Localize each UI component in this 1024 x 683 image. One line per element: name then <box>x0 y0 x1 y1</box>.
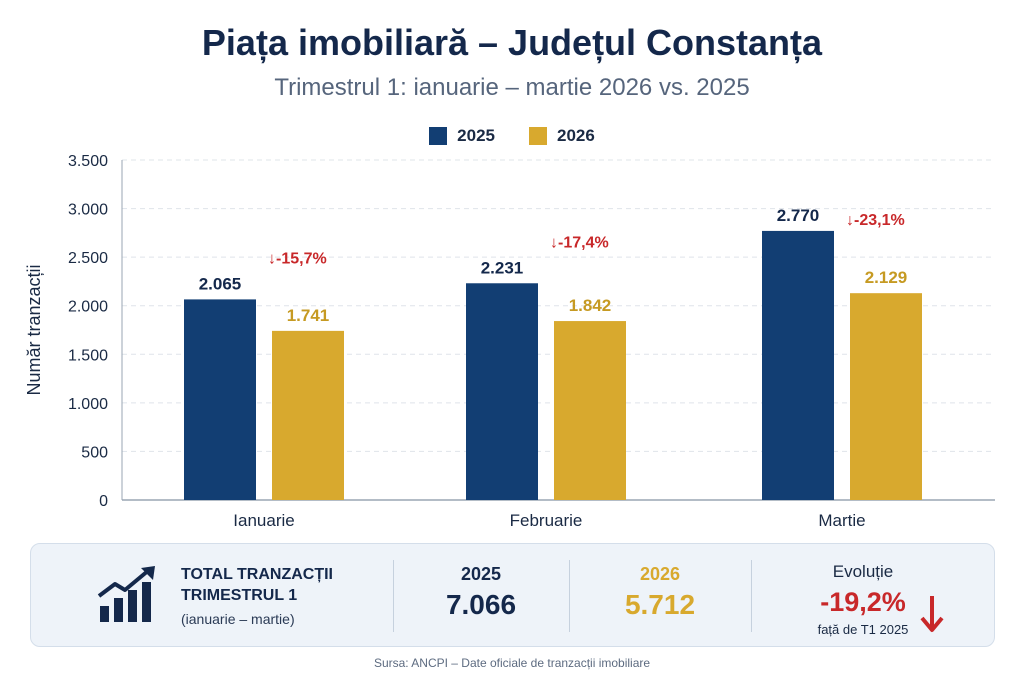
divider <box>393 560 394 632</box>
source-note: Sursa: ANCPI – Date oficiale de tranzacț… <box>373 656 651 670</box>
summary-year-2026: 2026 <box>639 564 681 584</box>
divider <box>751 560 752 632</box>
bar-2026-februarie <box>554 321 626 500</box>
evolution-value: -19,2% <box>820 587 906 617</box>
summary-total-2025: 2025 7.066 <box>393 544 569 621</box>
summary-panel: TOTAL TRANZACȚII TRIMESTRUL 1 (ianuarie … <box>30 543 995 647</box>
y-tick-label: 1.000 <box>68 396 108 413</box>
y-tick-label: 2.500 <box>68 250 108 267</box>
data-label: 1.842 <box>569 296 612 315</box>
evolution-note: față de T1 2025 <box>817 622 909 637</box>
bar-2026-ianuarie <box>272 330 344 500</box>
data-label: 2.129 <box>865 268 908 287</box>
data-label: 1.741 <box>287 306 330 325</box>
divider <box>569 560 570 632</box>
summary-title-line2: TRIMESTRUL 1 <box>181 587 298 604</box>
bar-2025-martie <box>762 230 834 500</box>
data-label: 2.770 <box>777 206 820 225</box>
data-label: 2.065 <box>199 274 242 293</box>
change-label: ↓-23,1% <box>846 212 905 229</box>
chart-title: Piața imobiliară – Județul Constanța <box>201 22 823 63</box>
arrow-down-icon <box>920 596 944 632</box>
summary-year-2025: 2025 <box>460 564 502 584</box>
summary-value-2026: 5.712 <box>624 589 696 620</box>
x-tick-label: Martie <box>818 511 865 530</box>
legend-label-2026: 2026 <box>557 126 595 145</box>
summary-title: TOTAL TRANZACȚII TRIMESTRUL 1 <box>181 564 333 606</box>
legend-item-2026: 2026 <box>529 126 595 146</box>
y-tick-label: 500 <box>81 444 108 461</box>
y-tick-label: 3.500 <box>68 153 108 170</box>
evolution-label: Evoluție <box>832 562 894 581</box>
bar-2026-martie <box>850 293 922 500</box>
y-axis-label: Număr tranzacții <box>24 264 44 395</box>
x-tick-label: Ianuarie <box>233 511 294 530</box>
change-label: ↓-17,4% <box>550 234 609 251</box>
y-tick-label: 2.000 <box>68 299 108 316</box>
summary-period: (ianuarie – martie) <box>181 611 295 627</box>
data-label: 2.231 <box>481 258 524 277</box>
legend-swatch-2026 <box>529 127 547 145</box>
summary-value-2025: 7.066 <box>445 589 517 620</box>
y-tick-label: 0 <box>99 493 108 510</box>
legend: 2025 2026 <box>0 126 1024 146</box>
legend-item-2025: 2025 <box>429 126 495 146</box>
legend-label-2025: 2025 <box>457 126 495 145</box>
bar-chart-growth-icon <box>97 566 155 622</box>
summary-total-2026: 2026 5.712 <box>569 544 751 621</box>
y-tick-label: 3.000 <box>68 202 108 219</box>
summary-title-line1: TOTAL TRANZACȚII <box>181 566 333 583</box>
bar-2025-ianuarie <box>184 299 256 500</box>
bar-chart: 0 500 1.000 1.500 2.000 2.500 3.000 3.500 Număr … <box>24 153 995 530</box>
legend-swatch-2025 <box>429 127 448 145</box>
y-tick-label: 1.500 <box>68 347 108 364</box>
x-tick-label: Februarie <box>510 511 583 530</box>
bar-2025-februarie <box>466 283 538 500</box>
change-label: ↓-15,7% <box>268 250 327 267</box>
chart-subtitle: Trimestrul 1: ianuarie – martie 2026 vs.… <box>274 74 750 101</box>
